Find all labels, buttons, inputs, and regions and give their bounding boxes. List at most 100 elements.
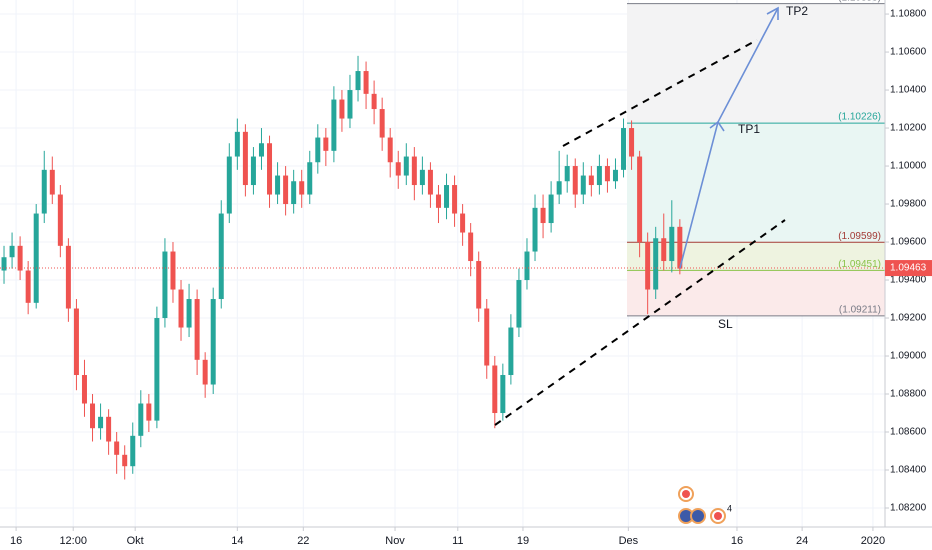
candle-body	[146, 403, 152, 421]
candle-body	[218, 213, 224, 300]
candle-body	[387, 137, 393, 163]
x-tick-label: 16	[10, 535, 22, 547]
event-icon	[714, 512, 722, 520]
candle-body	[17, 245, 23, 271]
x-tick-label: 11	[452, 535, 463, 547]
candle-body	[363, 71, 369, 94]
y-tick-label: 1.09000	[890, 351, 927, 362]
candle-body	[9, 245, 15, 258]
candle-body	[154, 318, 160, 421]
candle-body	[178, 289, 184, 328]
candle-body	[427, 169, 433, 195]
candle-body	[73, 308, 79, 376]
last-price-tag	[885, 260, 932, 277]
candle-body	[331, 99, 337, 151]
candle-body	[1, 257, 7, 271]
time-axis	[0, 527, 932, 550]
candle-body	[170, 251, 176, 290]
y-tick-label: 1.10000	[890, 161, 927, 172]
candle-body	[242, 131, 248, 186]
candle-body	[347, 90, 353, 119]
candle-body	[250, 156, 256, 186]
y-tick-label: 1.09200	[890, 313, 927, 324]
annotation: TP2	[786, 4, 808, 18]
candle-body	[339, 99, 345, 119]
event-icon	[690, 508, 706, 524]
candle-body	[202, 359, 208, 385]
candle-body	[371, 93, 377, 110]
annotation: SL	[718, 317, 733, 331]
candles	[0, 55, 885, 480]
candle-body	[315, 137, 321, 163]
candle-body	[484, 308, 490, 366]
candle-body	[444, 185, 450, 208]
candle-body	[516, 280, 522, 328]
candle-body	[210, 299, 216, 385]
position-zone	[627, 123, 885, 243]
candle-body	[621, 128, 627, 170]
level-label: (1.09451)	[838, 259, 881, 270]
candle-body	[500, 375, 506, 414]
candle-body	[106, 416, 112, 442]
candle-body	[283, 175, 289, 205]
candle-body	[629, 128, 635, 157]
candle-body	[540, 207, 546, 224]
candle-body	[49, 169, 55, 195]
last-price-label: 1.09463	[890, 263, 927, 274]
candle-body	[162, 251, 168, 319]
x-tick-label: 24	[796, 535, 808, 547]
candle-body	[41, 169, 47, 214]
candle-body	[355, 71, 361, 91]
y-tick-label: 1.09400	[890, 275, 927, 286]
candle-body	[572, 166, 578, 195]
candle-body	[564, 166, 570, 182]
y-tick-label: 1.10400	[890, 85, 927, 96]
y-tick-label: 1.08400	[890, 465, 927, 476]
candle-body	[138, 403, 144, 436]
candle-body	[226, 156, 232, 214]
x-tick-label: 22	[297, 535, 309, 547]
candle-body	[403, 156, 409, 176]
event-icons: 4	[678, 486, 732, 524]
trend-line	[562, 39, 758, 147]
candle-body	[604, 166, 610, 182]
candle-body	[379, 109, 385, 138]
x-tick-label: Nov	[385, 535, 405, 547]
y-tick-label: 1.09600	[890, 237, 927, 248]
candle-body	[612, 169, 618, 182]
badge-count: 4	[727, 503, 732, 513]
candle-body	[580, 175, 586, 195]
candle-body	[90, 403, 96, 429]
candle-body	[65, 245, 71, 309]
arrow-head	[709, 120, 725, 132]
candle-body	[492, 365, 498, 414]
y-tick-label: 1.09800	[890, 199, 927, 210]
y-tick-label: 1.10200	[890, 123, 927, 134]
candle-body	[460, 213, 466, 233]
drawings: TP2 TP1 SL	[494, 4, 808, 426]
candle-body	[548, 194, 554, 224]
candle-body	[556, 181, 562, 195]
candle-body	[524, 251, 530, 281]
candle-body	[258, 143, 264, 157]
candle-body	[307, 162, 313, 195]
x-tick-label: 2020	[861, 535, 885, 547]
candle-body	[81, 375, 87, 404]
candle-body	[25, 270, 31, 303]
candle-body	[98, 416, 104, 429]
annotation: TP1	[738, 122, 760, 136]
candle-body	[508, 327, 514, 376]
candle-body	[588, 175, 594, 186]
y-tick-label: 1.08800	[890, 389, 927, 400]
arrow-head	[766, 6, 779, 20]
event-icon	[682, 490, 690, 498]
y-tick-label: 1.10800	[890, 9, 927, 20]
candle-body	[299, 181, 305, 195]
candle-body	[395, 162, 401, 176]
x-tick-label: Okt	[127, 535, 144, 547]
candle-body	[122, 454, 128, 467]
candle-body	[114, 441, 120, 455]
candle-body	[186, 299, 192, 328]
